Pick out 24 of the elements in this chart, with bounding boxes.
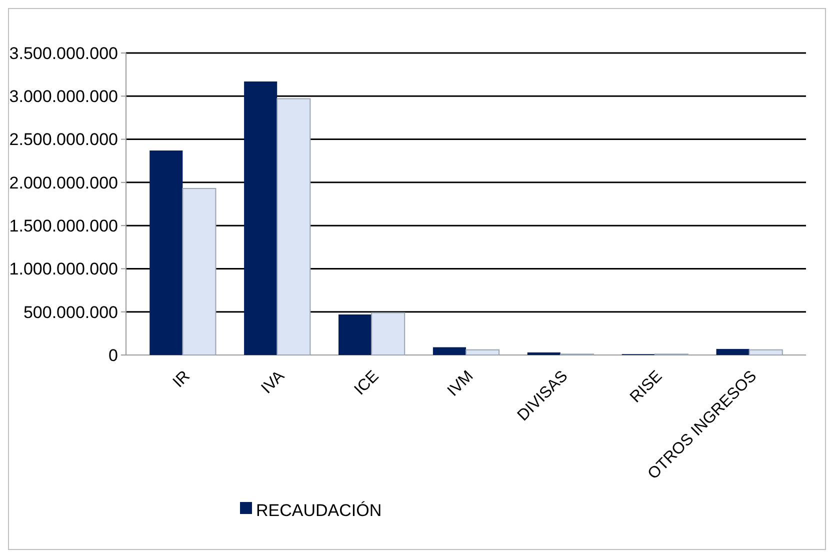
bar	[432, 347, 466, 355]
y-tick-label: 2.500.000.000	[9, 130, 118, 150]
bar	[276, 98, 311, 356]
bar	[338, 314, 372, 355]
bar	[527, 352, 560, 355]
bar	[182, 188, 216, 356]
bar	[466, 349, 500, 356]
bar	[244, 81, 278, 355]
x-tick-label: IVA	[258, 368, 288, 398]
bar	[716, 348, 750, 355]
bar	[150, 150, 183, 355]
x-tick-label: IVM	[444, 368, 477, 400]
y-tick-label: 3.000.000.000	[9, 87, 118, 106]
x-tick-label: IR	[170, 368, 194, 392]
x-tick-label: ICE	[351, 368, 382, 399]
y-tick-label: 0	[108, 346, 118, 365]
bar	[371, 312, 406, 356]
y-tick-label: 500.000.000	[23, 302, 118, 322]
y-tick-label: 1.000.000.000	[9, 260, 118, 279]
y-tick-label: 2.000.000.000	[9, 173, 118, 192]
bar	[748, 349, 783, 356]
legend-label: RECAUDACIÓN	[256, 500, 382, 520]
y-tick-label: 1.500.000.000	[9, 216, 118, 236]
y-tick-label: 3.500.000.000	[9, 44, 118, 63]
